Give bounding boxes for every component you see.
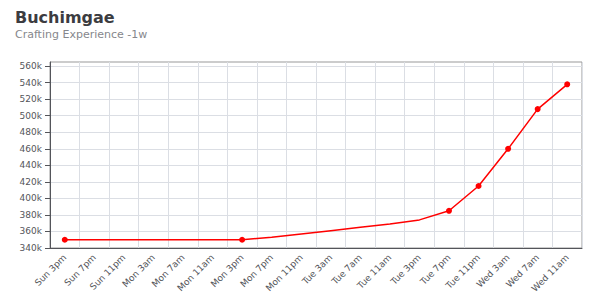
- svg-text:Tue 11am: Tue 11am: [355, 252, 394, 291]
- svg-text:Sun 7pm: Sun 7pm: [62, 252, 98, 288]
- svg-text:420k: 420k: [20, 177, 43, 187]
- svg-text:Buchimgae: Buchimgae: [15, 8, 115, 27]
- svg-text:Mon 11am: Mon 11am: [175, 252, 216, 293]
- svg-text:460k: 460k: [20, 144, 43, 154]
- svg-text:Tue 3am: Tue 3am: [300, 252, 335, 287]
- svg-text:Mon 7pm: Mon 7pm: [238, 252, 276, 290]
- svg-text:340k: 340k: [20, 243, 43, 253]
- svg-text:Mon 7am: Mon 7am: [149, 252, 187, 290]
- svg-text:Tue 7am: Tue 7am: [329, 252, 364, 287]
- svg-text:Tue 7pm: Tue 7pm: [418, 252, 453, 287]
- svg-text:480k: 480k: [20, 127, 43, 137]
- svg-text:520k: 520k: [20, 94, 43, 104]
- svg-text:Tue 11pm: Tue 11pm: [443, 252, 482, 291]
- svg-text:Crafting Experience -1w: Crafting Experience -1w: [15, 28, 147, 41]
- svg-text:Wed 7am: Wed 7am: [504, 252, 542, 290]
- svg-text:540k: 540k: [20, 78, 43, 88]
- svg-text:440k: 440k: [20, 160, 43, 170]
- svg-text:500k: 500k: [20, 111, 43, 121]
- svg-text:Mon 3pm: Mon 3pm: [208, 252, 246, 290]
- svg-text:Wed 3am: Wed 3am: [474, 252, 512, 290]
- svg-text:Sun 11pm: Sun 11pm: [88, 252, 127, 291]
- svg-text:560k: 560k: [20, 61, 43, 71]
- svg-text:Mon 11pm: Mon 11pm: [264, 252, 305, 293]
- svg-text:Sun 3pm: Sun 3pm: [32, 252, 69, 288]
- svg-text:400k: 400k: [20, 193, 43, 203]
- svg-text:Wed 11am: Wed 11am: [530, 252, 571, 293]
- svg-text:380k: 380k: [20, 210, 43, 220]
- svg-text:Mon 3am: Mon 3am: [120, 252, 157, 290]
- svg-text:Tue 3pm: Tue 3pm: [388, 252, 423, 287]
- svg-text:360k: 360k: [20, 226, 43, 236]
